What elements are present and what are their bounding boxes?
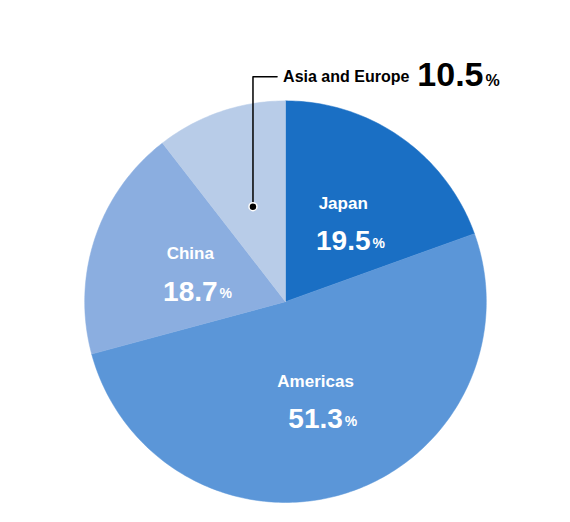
svg-text:Americas: Americas — [277, 372, 354, 391]
svg-text:%: % — [372, 235, 385, 251]
svg-text:Japan: Japan — [319, 194, 368, 213]
svg-text:%: % — [485, 72, 499, 89]
svg-text:Asia and Europe: Asia and Europe — [283, 68, 409, 85]
svg-text:19.5: 19.5 — [316, 225, 371, 256]
svg-text:18.7: 18.7 — [163, 276, 218, 307]
svg-text:10.5: 10.5 — [417, 55, 483, 93]
svg-text:%: % — [220, 285, 233, 301]
svg-text:China: China — [167, 244, 215, 263]
svg-text:51.3: 51.3 — [288, 403, 343, 434]
svg-text:%: % — [345, 413, 358, 429]
